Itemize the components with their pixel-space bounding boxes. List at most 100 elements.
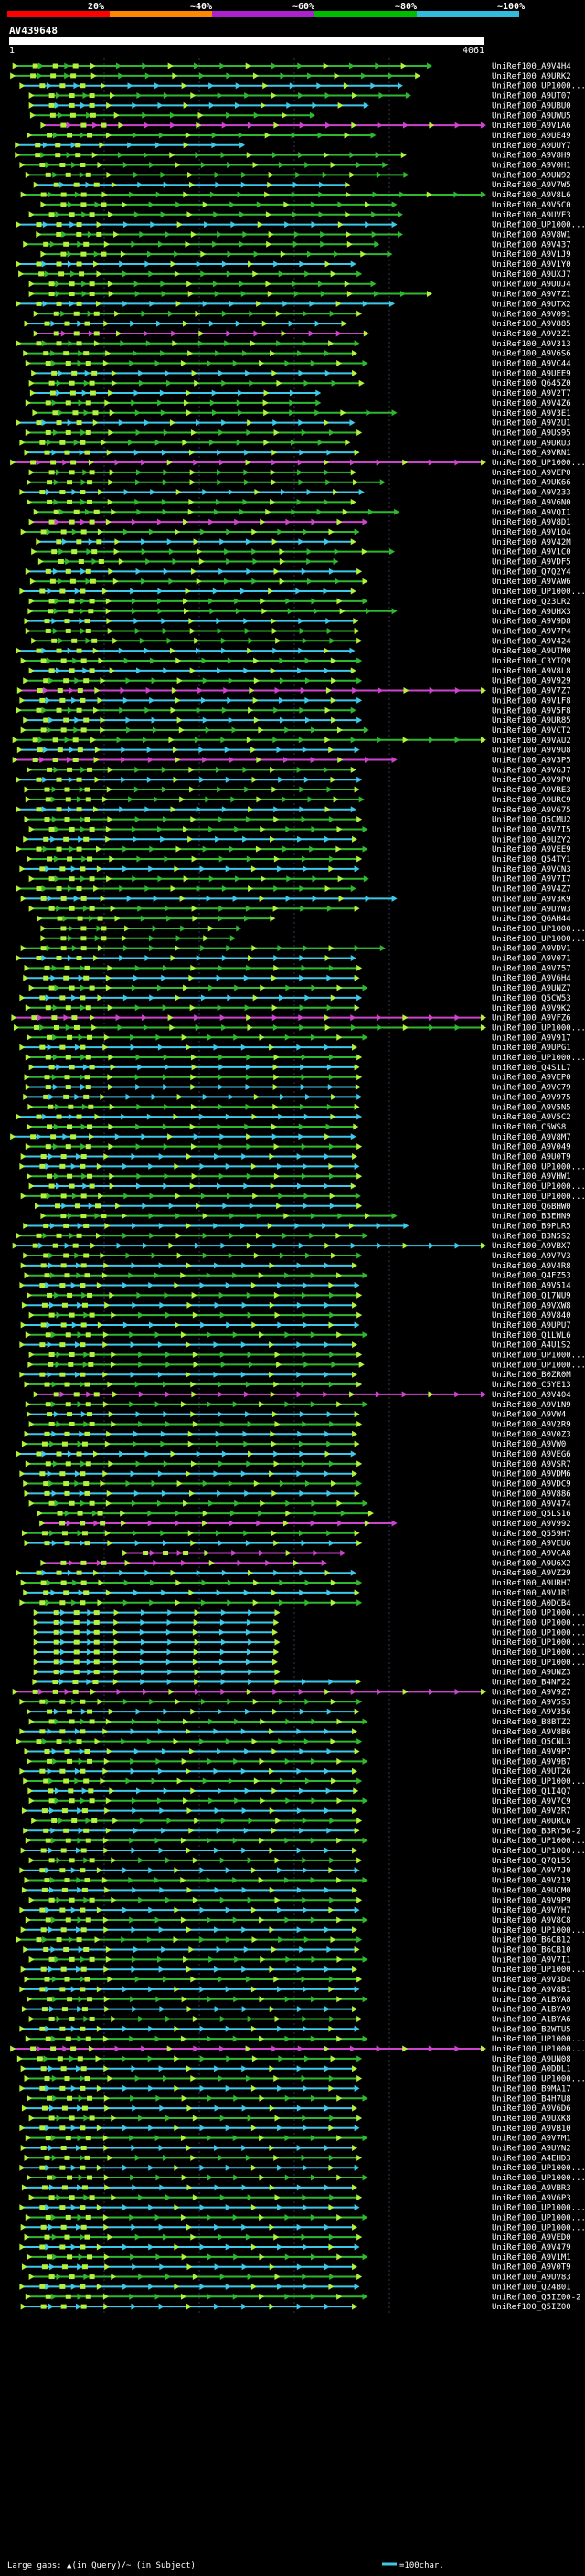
hit-label[interactable]: UniRef100_UP1000... — [492, 221, 585, 230]
hit-label[interactable]: UniRef100_A9V437 — [492, 240, 571, 249]
hit-label[interactable]: UniRef100_A9URH7 — [492, 1579, 571, 1588]
hit-row[interactable] — [19, 2243, 360, 2251]
hit-label[interactable]: UniRef100_Q5CW53 — [492, 994, 571, 1003]
hit-row[interactable] — [23, 677, 363, 684]
hit-label[interactable]: UniRef100_Q23LR2 — [492, 598, 571, 607]
hit-row[interactable] — [27, 132, 377, 139]
hit-label[interactable]: UniRef100_A9U0T9 — [492, 1153, 571, 1162]
hit-label[interactable]: UniRef100_Q1I4Q7 — [492, 1787, 571, 1797]
hit-label[interactable]: UniRef100_A9V474 — [492, 1500, 571, 1509]
hit-row[interactable] — [33, 1638, 281, 1646]
hit-label[interactable]: UniRef100_A9V3D4 — [492, 1976, 571, 1985]
hit-label[interactable]: UniRef100_A9V929 — [492, 677, 571, 686]
hit-label[interactable]: UniRef100_A9UHX3 — [492, 608, 571, 617]
hit-label[interactable]: UniRef100_A9V9Z7 — [492, 1688, 571, 1697]
hit-row[interactable] — [27, 1996, 368, 2003]
hit-label[interactable]: UniRef100_A9V6D6 — [492, 2104, 571, 2114]
hit-row[interactable] — [33, 1391, 486, 1398]
hit-label[interactable]: UniRef100_UP1000... — [492, 1054, 585, 1063]
hit-row[interactable] — [29, 111, 315, 119]
hit-label[interactable]: UniRef100_A9V2R9 — [492, 1420, 571, 1429]
hit-row[interactable] — [33, 1618, 280, 1626]
hit-row[interactable] — [21, 1886, 358, 1893]
hit-row[interactable] — [20, 945, 386, 952]
hit-row[interactable] — [20, 2303, 358, 2310]
hit-row[interactable] — [25, 627, 360, 634]
hit-label[interactable]: UniRef100_B8BTZ2 — [492, 1718, 571, 1727]
hit-row[interactable] — [23, 240, 380, 248]
hit-row[interactable] — [19, 1986, 360, 1993]
hit-row[interactable] — [20, 726, 369, 734]
hit-label[interactable]: UniRef100_A9V8D1 — [492, 518, 571, 527]
hit-row[interactable] — [40, 201, 398, 208]
hit-row[interactable] — [19, 82, 403, 90]
hit-row[interactable] — [23, 974, 360, 981]
hit-label[interactable]: UniRef100_A9V7M1 — [492, 2135, 571, 2144]
hit-row[interactable] — [24, 2233, 363, 2241]
hit-row[interactable] — [122, 1550, 346, 1556]
hit-label[interactable]: UniRef100_A9V1C0 — [492, 548, 571, 557]
hit-row[interactable] — [25, 796, 365, 803]
hit-row[interactable] — [16, 260, 356, 268]
hit-label[interactable]: UniRef100_A9UTM0 — [492, 647, 571, 656]
hit-row[interactable] — [25, 1916, 368, 1924]
hit-row[interactable] — [24, 1272, 368, 1279]
hit-label[interactable]: UniRef100_A9V8C8 — [492, 1916, 571, 1925]
hit-label[interactable]: UniRef100_A9V6P3 — [492, 2194, 571, 2203]
hit-row[interactable] — [23, 1252, 363, 1259]
hit-label[interactable]: UniRef100_A9V5N5 — [492, 1103, 571, 1112]
hit-label[interactable]: UniRef100_Q559H7 — [492, 1530, 571, 1539]
hit-row[interactable] — [28, 875, 369, 883]
hit-label[interactable]: UniRef100_A9VDV1 — [492, 945, 571, 954]
hit-label[interactable]: UniRef100_A9VBX7 — [492, 1242, 571, 1251]
hit-row[interactable] — [16, 776, 363, 783]
hit-label[interactable]: UniRef100_A9URU3 — [492, 439, 571, 448]
hit-label[interactable]: UniRef100_UP1000... — [492, 1182, 585, 1192]
hit-row[interactable] — [31, 548, 395, 556]
hit-label[interactable]: UniRef100_A1BYA8 — [492, 1996, 571, 2005]
hit-label[interactable]: UniRef100_UP1000... — [492, 1352, 585, 1361]
hit-label[interactable]: UniRef100_A9V2R7 — [492, 1807, 571, 1817]
hit-row[interactable] — [19, 439, 351, 446]
hit-row[interactable] — [25, 399, 322, 407]
hit-row[interactable] — [40, 250, 393, 258]
hit-label[interactable]: UniRef100_A9V8L6 — [492, 191, 571, 200]
hit-row[interactable] — [28, 1182, 356, 1190]
hit-label[interactable]: UniRef100_A9V5F8 — [492, 706, 571, 716]
hit-label[interactable]: UniRef100_A9V7I7 — [492, 875, 571, 885]
hit-row[interactable] — [19, 1906, 360, 1913]
hit-row[interactable] — [24, 1540, 363, 1547]
hit-row[interactable] — [25, 429, 363, 436]
hit-label[interactable]: UniRef100_A9V7V3 — [492, 1252, 571, 1261]
hit-row[interactable] — [33, 1628, 278, 1636]
hit-row[interactable] — [28, 905, 360, 912]
hit-row[interactable] — [20, 1966, 358, 1973]
hit-label[interactable]: UniRef100_B4H7U8 — [492, 2094, 571, 2104]
hit-row[interactable] — [28, 469, 356, 476]
hit-label[interactable]: UniRef100_A9VDM6 — [492, 1470, 571, 1479]
hit-row[interactable] — [37, 915, 276, 922]
hit-label[interactable]: UniRef100_A9VB10 — [492, 2125, 571, 2134]
hit-label[interactable]: UniRef100_A9VEU6 — [492, 1540, 571, 1549]
hit-label[interactable]: UniRef100_A9V8B6 — [492, 1728, 571, 1737]
hit-label[interactable]: UniRef100_A9V4Z6 — [492, 399, 571, 408]
hit-row[interactable] — [20, 2065, 358, 2072]
hit-row[interactable] — [20, 2223, 358, 2231]
hit-label[interactable]: UniRef100_UP1000... — [492, 588, 585, 597]
hit-row[interactable] — [19, 2084, 360, 2092]
hit-row[interactable] — [21, 2104, 358, 2112]
hit-label[interactable]: UniRef100_A9V42M — [492, 538, 571, 547]
hit-row[interactable] — [16, 885, 356, 893]
hit-label[interactable]: UniRef100_A9V7I5 — [492, 825, 571, 834]
hit-label[interactable]: UniRef100_A9VZ29 — [492, 1569, 571, 1578]
hit-label[interactable]: UniRef100_A9UK66 — [492, 479, 571, 488]
hit-label[interactable]: UniRef100_A9V757 — [492, 964, 571, 973]
hit-label[interactable]: UniRef100_A9V3E1 — [492, 409, 571, 419]
hit-label[interactable]: UniRef100_A0URC6 — [492, 1817, 571, 1826]
hit-label[interactable]: UniRef100_A9V886 — [492, 1489, 571, 1499]
hit-label[interactable]: UniRef100_A9V0Z3 — [492, 1430, 571, 1439]
hit-label[interactable]: UniRef100_A9VEP0 — [492, 469, 571, 478]
hit-label[interactable]: UniRef100_A9UV83 — [492, 2274, 571, 2283]
hit-label[interactable]: UniRef100_A9V479 — [492, 2243, 571, 2253]
hit-row[interactable] — [39, 1520, 398, 1527]
